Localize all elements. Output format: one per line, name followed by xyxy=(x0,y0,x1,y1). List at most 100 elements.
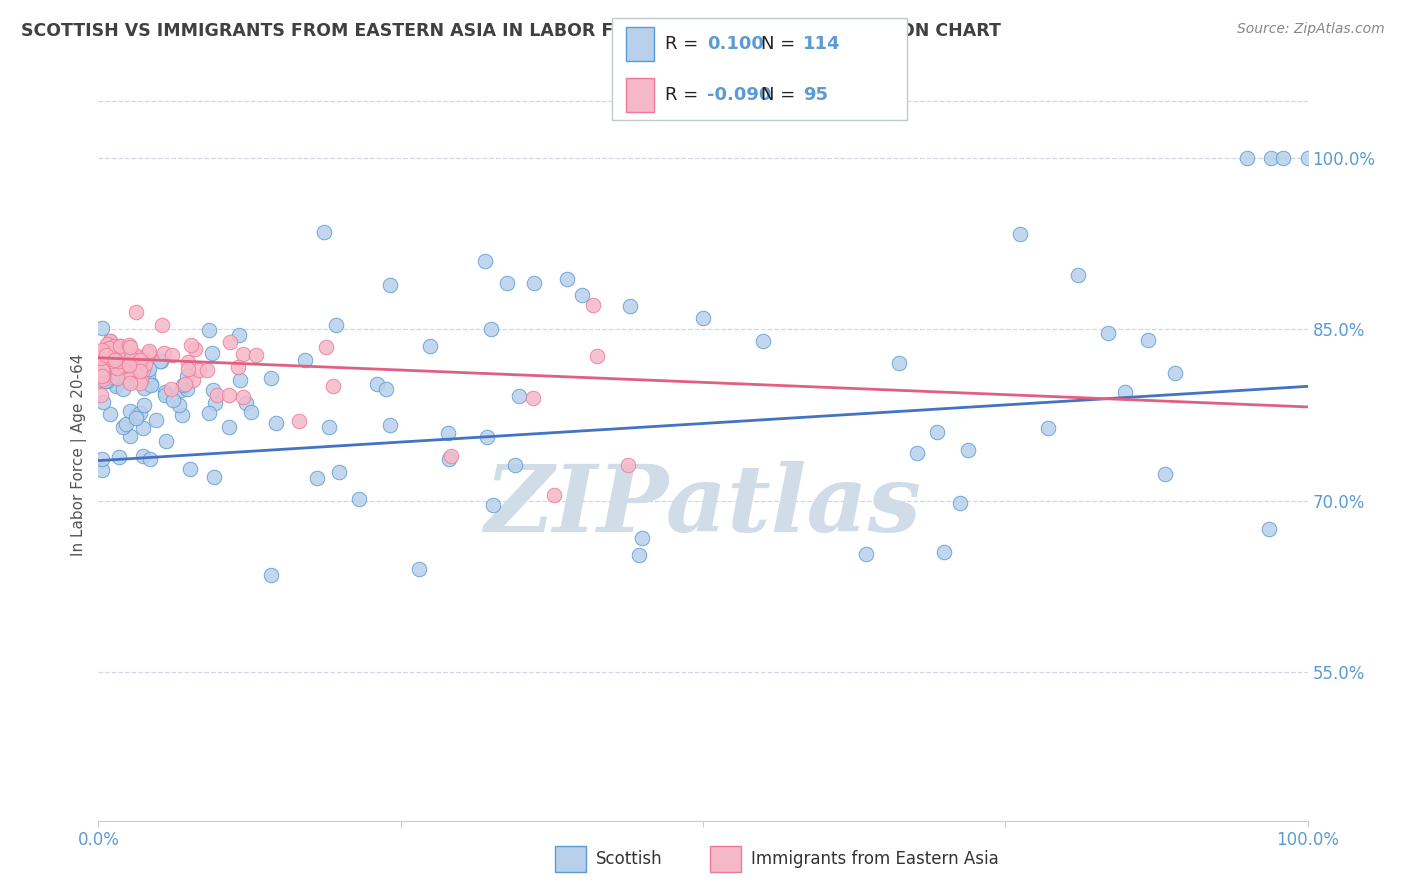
Point xyxy=(1114,385,1136,400)
Point xyxy=(91,374,114,388)
Text: 0.100: 0.100 xyxy=(707,35,763,53)
Point xyxy=(90,351,112,365)
Text: N =: N = xyxy=(761,35,800,53)
Point xyxy=(855,547,877,561)
Point xyxy=(201,384,224,398)
Point xyxy=(125,409,148,424)
Point xyxy=(110,339,132,353)
Point xyxy=(94,348,117,362)
Point xyxy=(174,376,197,391)
Point xyxy=(98,407,121,421)
Point xyxy=(121,365,143,379)
Point xyxy=(150,353,173,368)
Point xyxy=(90,344,112,359)
Point xyxy=(440,450,463,464)
Point xyxy=(91,351,114,365)
Point xyxy=(260,371,283,385)
Point xyxy=(94,350,117,364)
Point xyxy=(115,351,138,366)
Point xyxy=(1136,333,1159,347)
Point xyxy=(118,429,141,443)
Point xyxy=(752,334,775,348)
Point xyxy=(328,465,350,479)
Point xyxy=(91,320,114,334)
Point xyxy=(179,462,201,476)
Point xyxy=(204,470,226,484)
Point xyxy=(949,496,972,510)
Point xyxy=(366,377,388,392)
Point xyxy=(523,277,546,291)
Point xyxy=(585,349,607,363)
Point xyxy=(134,357,156,371)
Point xyxy=(131,363,153,377)
Point xyxy=(172,408,194,422)
Point xyxy=(91,349,114,363)
Point xyxy=(207,388,229,402)
Point xyxy=(105,379,128,393)
Text: 114: 114 xyxy=(803,35,841,53)
Point xyxy=(155,434,177,448)
Point xyxy=(98,334,121,348)
Point xyxy=(181,373,204,387)
Point xyxy=(172,377,194,392)
Point xyxy=(138,344,160,359)
Point xyxy=(112,373,135,387)
Point xyxy=(129,350,152,364)
Point xyxy=(219,335,242,350)
Point xyxy=(288,414,311,428)
Point xyxy=(94,374,117,388)
Text: 95: 95 xyxy=(803,86,828,103)
Point xyxy=(112,359,135,373)
Point xyxy=(1008,227,1031,242)
Point xyxy=(197,323,219,337)
Point xyxy=(91,372,114,386)
Point xyxy=(94,347,117,361)
Point xyxy=(1164,366,1187,380)
Point xyxy=(129,364,152,378)
Point xyxy=(232,390,254,404)
Point xyxy=(1097,326,1119,341)
Point xyxy=(129,373,152,387)
Point xyxy=(118,340,141,354)
Point xyxy=(114,351,136,366)
Point xyxy=(91,372,114,386)
Point xyxy=(141,376,163,391)
Point xyxy=(240,405,263,419)
Point xyxy=(176,383,198,397)
Point xyxy=(925,425,948,439)
Point xyxy=(125,349,148,363)
Point xyxy=(322,379,344,393)
Point xyxy=(235,396,257,410)
Point xyxy=(132,449,155,463)
Point xyxy=(218,388,240,402)
Point xyxy=(93,346,115,360)
Point xyxy=(104,353,127,368)
Point xyxy=(114,348,136,362)
Point xyxy=(103,341,125,355)
Point xyxy=(104,351,127,365)
Point xyxy=(98,342,121,356)
Point xyxy=(204,395,226,409)
Point xyxy=(112,383,135,397)
Point xyxy=(170,383,193,397)
Point xyxy=(94,343,117,358)
Y-axis label: In Labor Force | Age 20-64: In Labor Force | Age 20-64 xyxy=(72,354,87,556)
Point xyxy=(105,345,128,359)
Point xyxy=(1272,151,1295,165)
Point xyxy=(496,276,519,290)
Point xyxy=(1260,151,1282,165)
Point xyxy=(118,404,141,418)
Point xyxy=(905,446,928,460)
Point xyxy=(108,450,131,464)
Point xyxy=(129,352,152,367)
Text: Source: ZipAtlas.com: Source: ZipAtlas.com xyxy=(1237,22,1385,37)
Point xyxy=(91,451,114,466)
Text: ZIPatlas: ZIPatlas xyxy=(485,461,921,551)
Point xyxy=(112,367,135,381)
Point xyxy=(118,338,141,352)
Point xyxy=(228,373,250,387)
Point xyxy=(437,452,460,467)
Point xyxy=(91,343,114,357)
Point xyxy=(325,318,347,333)
Point xyxy=(108,347,131,361)
